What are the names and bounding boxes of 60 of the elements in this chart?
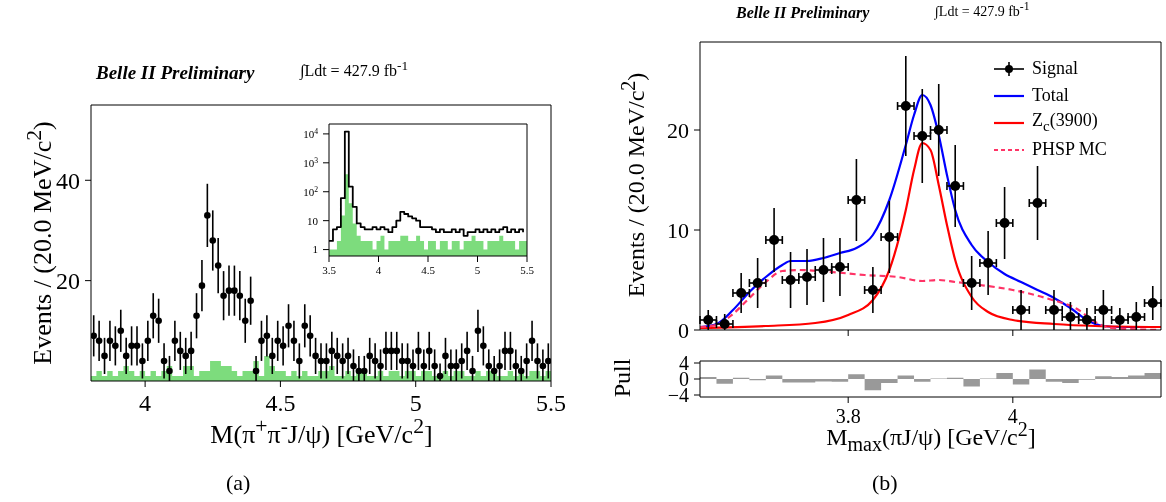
y-tick-label: 0	[678, 317, 689, 343]
point	[1081, 315, 1092, 325]
text: (b)	[872, 470, 898, 496]
x-axis-title: M(π$^{+}$π$^{-}$J/ψ) [GeV/c$^{2}$]	[209, 414, 434, 450]
x-tick-label: 5.5	[536, 389, 566, 416]
y-axis-title: Pull	[608, 358, 636, 398]
y-tick-label: 10$^{2}$	[303, 184, 319, 198]
point	[834, 262, 845, 272]
text: (a)	[226, 470, 251, 496]
y-tick-label: 10	[667, 217, 689, 243]
y-tick-label: 20	[56, 268, 80, 295]
point	[851, 195, 862, 205]
legend-label: PHSP MC	[1032, 139, 1107, 160]
text: ∫Ldt = 427.9 fb$^{-1}$	[935, 0, 1030, 20]
point	[802, 272, 813, 282]
y-tick-label: 1	[312, 243, 318, 256]
text: ∫Ldt = 427.9 fb$^{-1}$	[300, 58, 409, 81]
point	[769, 235, 780, 245]
x-tick-label: 3.5	[322, 263, 337, 276]
point	[785, 275, 796, 285]
point	[966, 278, 977, 288]
y-tick-label: 10$^{3}$	[303, 155, 319, 169]
x-tick-label: 4.5	[421, 263, 436, 276]
y-tick-label: 20	[667, 117, 689, 143]
point	[1065, 312, 1076, 322]
x-tick-label: 4	[375, 263, 382, 276]
point	[1032, 198, 1043, 208]
point	[999, 218, 1010, 228]
point	[818, 265, 829, 275]
point	[867, 285, 878, 295]
text: Belle II Preliminary	[96, 62, 255, 84]
x-tick-label: 4.5	[265, 389, 296, 416]
point	[884, 232, 895, 242]
point	[719, 319, 730, 329]
y-tick-label: 10	[307, 214, 319, 227]
point	[1147, 298, 1158, 308]
point	[917, 131, 928, 141]
y-tick-label: 40	[56, 167, 80, 194]
point	[900, 101, 911, 111]
legend-label: Total	[1032, 85, 1069, 106]
x-tick-label: 5	[409, 389, 422, 416]
point	[983, 258, 994, 268]
point	[703, 315, 714, 325]
legend-label: Z$_{c}$(3900)	[1032, 110, 1098, 135]
x-tick-label: 4	[139, 389, 152, 416]
text: Belle II Preliminary	[736, 4, 870, 22]
point	[933, 125, 944, 135]
point	[1048, 305, 1059, 315]
point	[736, 288, 747, 298]
point	[1016, 305, 1027, 315]
y-tick-label: 10$^{4}$	[303, 126, 319, 140]
x-tick-label: 5.5	[520, 263, 535, 276]
legend-label: Signal	[1032, 58, 1079, 79]
point	[752, 278, 763, 288]
point	[1098, 305, 1109, 315]
point	[1114, 315, 1125, 325]
x-tick-label: 4	[1007, 405, 1018, 427]
x-tick-label: 5	[474, 263, 481, 276]
point	[950, 181, 961, 191]
point	[1131, 312, 1142, 322]
